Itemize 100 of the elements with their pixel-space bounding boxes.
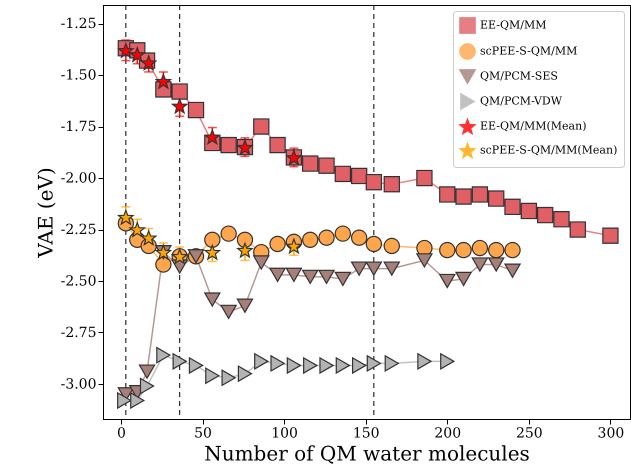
point: [236, 232, 254, 248]
point: [286, 357, 302, 374]
point: [269, 268, 286, 282]
point: [129, 47, 146, 62]
point: [204, 129, 220, 144]
x-tick-label: 250: [516, 426, 543, 442]
point: [286, 268, 302, 282]
point: [269, 136, 286, 154]
point: [118, 210, 134, 225]
point: [553, 211, 570, 228]
point: [536, 206, 554, 224]
point: [504, 264, 521, 278]
point: [204, 244, 220, 260]
point: [220, 136, 237, 154]
legend-label: EE-QM/MM(Mean): [480, 120, 586, 132]
point: [472, 240, 488, 256]
point: [172, 83, 188, 100]
y-tick-label: -1.50: [60, 68, 96, 84]
point: [350, 261, 368, 276]
point: [366, 261, 382, 276]
point: [236, 298, 254, 313]
point: [352, 357, 366, 374]
point: [117, 392, 132, 409]
point: [416, 170, 433, 186]
point: [156, 346, 171, 364]
point: [366, 174, 382, 190]
x-tick-label: 50: [194, 426, 212, 442]
point: [302, 155, 318, 172]
x-tick-label: 300: [598, 426, 624, 442]
y-tick-label: -1.25: [60, 16, 96, 32]
point: [286, 238, 302, 254]
point: [188, 357, 204, 374]
point: [155, 256, 172, 273]
point: [488, 242, 504, 258]
point: [504, 198, 521, 216]
point: [350, 168, 368, 184]
point: [350, 230, 368, 246]
point: [253, 118, 270, 135]
y-tick-label: -2.00: [60, 170, 96, 187]
point: [334, 272, 352, 286]
point: [254, 353, 268, 370]
point: [455, 242, 472, 258]
y-tick-label: -2.50: [60, 274, 96, 290]
point: [504, 242, 521, 258]
point: [318, 157, 335, 174]
point: [140, 378, 154, 394]
point: [237, 242, 253, 258]
x-tick-label: 150: [352, 426, 380, 442]
y-tick-label: -2.25: [60, 222, 96, 238]
point: [140, 55, 156, 70]
legend-label: EE-QM/MM: [480, 18, 546, 32]
x-axis-title: Number of QM water molecules: [204, 442, 530, 466]
point: [334, 225, 352, 242]
point: [204, 292, 220, 307]
legend-label: scPEE-S-QM/MM(Mean): [480, 144, 618, 156]
x-tick-label: 0: [116, 426, 126, 442]
y-tick-label: -2.75: [60, 324, 96, 341]
point: [488, 190, 504, 207]
point: [140, 230, 156, 246]
point: [472, 186, 488, 203]
x-tick-label: 100: [271, 426, 298, 442]
point: [188, 102, 204, 118]
point: [318, 230, 335, 246]
point: [602, 228, 619, 244]
point: [520, 202, 538, 220]
point: [384, 176, 400, 192]
point: [156, 74, 172, 89]
point: [455, 188, 472, 205]
legend-label: scPEE-S-QM/MM: [480, 44, 578, 58]
point: [303, 357, 318, 374]
point: [570, 221, 586, 238]
point: [366, 236, 382, 252]
point: [253, 255, 270, 270]
point: [302, 270, 318, 284]
y-tick-label: -3.00: [60, 376, 96, 392]
legend-label: QM/PCM-VDW: [480, 94, 563, 108]
y-tick-label: -1.75: [60, 119, 96, 136]
point: [384, 261, 400, 276]
point: [472, 257, 488, 272]
point: [130, 392, 144, 409]
point: [439, 274, 456, 288]
point: [417, 353, 432, 370]
point: [366, 355, 382, 372]
point: [220, 225, 237, 242]
point: [440, 353, 454, 370]
point: [488, 257, 504, 272]
point: [205, 368, 220, 384]
point: [238, 366, 252, 382]
point: [204, 232, 220, 248]
point: [138, 364, 156, 379]
y-axis-title: VAE (eV): [34, 167, 58, 259]
point: [416, 253, 433, 268]
point: [336, 357, 350, 374]
point: [439, 242, 456, 258]
point: [384, 238, 400, 254]
point: [172, 353, 187, 370]
point: [319, 357, 334, 374]
point: [455, 272, 472, 286]
point: [220, 304, 237, 320]
legend-label: QM/PCM-SES: [480, 70, 558, 82]
